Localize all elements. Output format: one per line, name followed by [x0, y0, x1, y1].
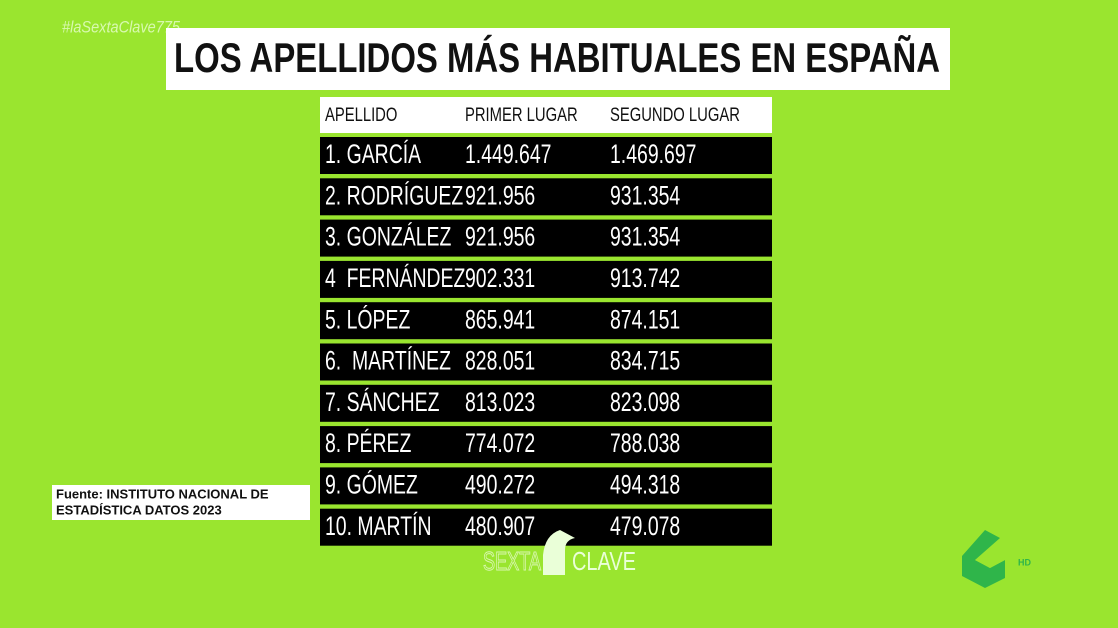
table-row — [320, 343, 772, 381]
table-cell: 874.151 — [610, 304, 680, 334]
hashtag: #laSextaClave775 — [62, 17, 180, 36]
table-row — [320, 384, 772, 422]
table-cell: 3. GONZÁLEZ — [325, 222, 451, 252]
table-row — [320, 426, 772, 464]
table-row — [320, 508, 772, 546]
channel-logo — [962, 530, 1005, 588]
table-cell: 490.272 — [465, 469, 535, 499]
source-line: ESTADÍSTICA DATOS 2023 — [56, 502, 222, 517]
table-row — [320, 219, 772, 257]
title-box — [166, 28, 950, 90]
table-header — [320, 97, 772, 133]
logo-text: SEXTA — [483, 546, 541, 576]
table-cell: 1. GARCÍA — [325, 139, 421, 169]
logo-mark — [543, 530, 575, 575]
table-cell: 774.072 — [465, 428, 535, 458]
table-cell: 10. MARTÍN — [325, 511, 432, 541]
column-header: SEGUNDO LUGAR — [610, 104, 740, 125]
channel-logo-inner — [975, 552, 1005, 568]
title: LOS APELLIDOS MÁS HABITUALES EN ESPAÑA — [174, 34, 940, 81]
table-cell: 9. GÓMEZ — [325, 469, 418, 499]
table-cell: 823.098 — [610, 387, 680, 417]
table: APELLIDO PRIMER LUGAR SEGUNDO LUGAR 1. GARC… — [320, 104, 772, 546]
table-row — [320, 302, 772, 340]
table-row — [320, 467, 772, 505]
table-cell: 931.354 — [610, 222, 680, 252]
table-cell: 4 FERNÁNDEZ — [325, 263, 465, 293]
table-cell: 834.715 — [610, 346, 680, 376]
table-cell: 813.023 — [465, 387, 535, 417]
table-cell: 788.038 — [610, 428, 680, 458]
channel-hd: HD — [1018, 557, 1031, 567]
source-line: Fuente: INSTITUTO NACIONAL DE — [56, 486, 269, 501]
table-cell: 865.941 — [465, 304, 535, 334]
table-cell: 8. PÉREZ — [325, 428, 411, 458]
table-cell: 902.331 — [465, 263, 535, 293]
table-cell: 921.956 — [465, 180, 535, 210]
table-cell: 1.469.697 — [610, 139, 696, 169]
table-row — [320, 137, 772, 174]
table-row — [320, 260, 772, 298]
table-cell: 5. LÓPEZ — [325, 304, 410, 334]
table-cell: 931.354 — [610, 180, 680, 210]
table-cell: 7. SÁNCHEZ — [325, 387, 439, 417]
table-cell: 828.051 — [465, 346, 535, 376]
logo-text: CLAVE — [572, 546, 636, 576]
table-cell: 6. MARTÍNEZ — [325, 346, 451, 376]
table-cell: 1.449.647 — [465, 139, 551, 169]
column-header: APELLIDO — [325, 104, 397, 125]
table-cell: 479.078 — [610, 511, 680, 541]
table-cell: 480.907 — [465, 511, 535, 541]
table-cell: 494.318 — [610, 469, 680, 499]
table-cell: 2. RODRÍGUEZ — [325, 180, 463, 210]
table-cell: 913.742 — [610, 263, 680, 293]
table-row — [320, 178, 772, 216]
table-cell: 921.956 — [465, 222, 535, 252]
column-header: PRIMER LUGAR — [465, 104, 578, 125]
source-box — [52, 485, 310, 520]
